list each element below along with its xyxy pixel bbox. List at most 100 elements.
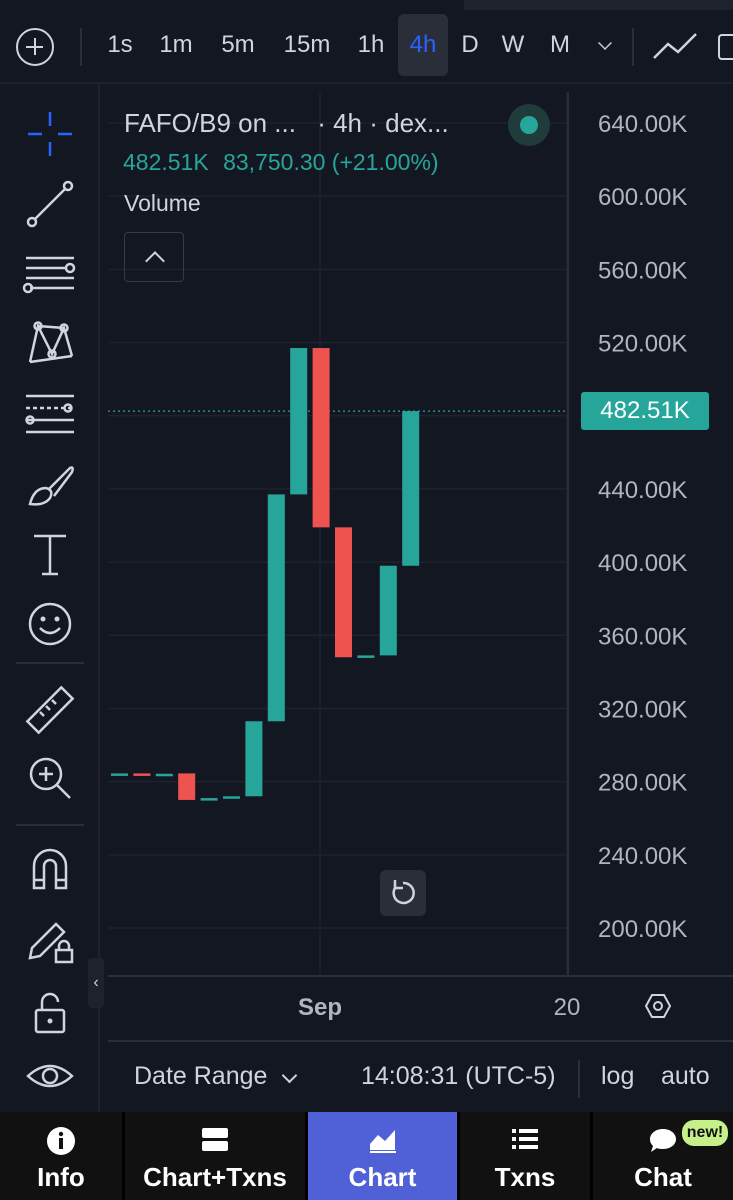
timeframe-4h[interactable]: 4h bbox=[398, 14, 448, 76]
chat-bubble-icon bbox=[650, 1129, 676, 1152]
legend-symbol: FAFO/B9 on ... · 4h · dex... bbox=[124, 108, 449, 139]
timeframe-w[interactable]: W bbox=[501, 31, 525, 58]
horizontal-lines-icon[interactable] bbox=[20, 244, 80, 304]
candle[interactable] bbox=[245, 721, 263, 797]
y-tick-label: 240.00K bbox=[598, 843, 687, 870]
date-range-chevron-down-icon[interactable] bbox=[281, 1067, 298, 1084]
nav-chart-txns[interactable]: Chart+Txns bbox=[125, 1112, 305, 1200]
toolbar-divider bbox=[80, 28, 82, 66]
magnet-icon[interactable] bbox=[20, 840, 80, 900]
legend-interval: · 4h · dex... bbox=[317, 108, 449, 138]
crosshair-icon[interactable] bbox=[20, 104, 80, 164]
timeframe-m[interactable]: M bbox=[550, 31, 570, 58]
log-scale-toggle[interactable]: log bbox=[601, 1062, 635, 1090]
status-divider bbox=[578, 1060, 580, 1098]
split-view-icon bbox=[202, 1128, 228, 1151]
timeframe-more-chevron-icon[interactable] bbox=[598, 36, 612, 50]
bottom-navigation: Info Chart+Txns Chart Txns Chat bbox=[0, 1112, 733, 1200]
candle[interactable] bbox=[200, 798, 218, 801]
nav-info[interactable]: Info bbox=[0, 1112, 122, 1200]
reset-icon bbox=[392, 880, 415, 905]
clock-time[interactable]: 14:08:31 (UTC-5) bbox=[361, 1062, 556, 1090]
y-tick-label: 200.00K bbox=[598, 916, 687, 943]
ruler-icon[interactable] bbox=[20, 680, 80, 740]
nav-chart-txns-label: Chart+Txns bbox=[143, 1162, 287, 1192]
timeframe-1h[interactable]: 1h bbox=[357, 31, 385, 58]
rail-divider bbox=[16, 662, 84, 664]
legend-symbol-name: FAFO/B9 on ... bbox=[124, 108, 296, 138]
y-tick-label: 280.00K bbox=[598, 770, 687, 797]
candlestick-chart: 640.00K 600.00K 560.00K 520.00K 440.00K 400.0… bbox=[108, 92, 733, 1021]
toolbar-divider bbox=[632, 28, 634, 66]
candle[interactable] bbox=[178, 773, 196, 800]
candle[interactable] bbox=[223, 796, 240, 799]
brush-icon[interactable] bbox=[20, 454, 80, 514]
legend-last-price: 482.51K bbox=[123, 149, 209, 175]
timeframe-toolbar: 1s 1m 5m 15m 1h 4h D W M bbox=[0, 0, 733, 84]
trend-line-icon[interactable] bbox=[20, 174, 80, 234]
reset-chart-button[interactable] bbox=[380, 870, 426, 916]
eye-icon[interactable] bbox=[20, 1046, 80, 1106]
y-tick-label: 400.00K bbox=[598, 550, 687, 577]
candle[interactable] bbox=[335, 527, 352, 658]
nav-chart[interactable]: Chart bbox=[308, 1112, 457, 1200]
nav-txns[interactable]: Txns bbox=[460, 1112, 590, 1200]
rail-divider bbox=[16, 824, 84, 826]
y-tick-label: 440.00K bbox=[598, 477, 687, 504]
pattern-icon[interactable] bbox=[20, 314, 80, 374]
legend-values: 482.51K 83,750.30 (+21.00%) bbox=[123, 149, 439, 176]
nav-chat-label: Chat bbox=[634, 1162, 692, 1192]
timeframe-1m[interactable]: 1m bbox=[159, 31, 193, 58]
candle[interactable] bbox=[267, 494, 285, 722]
timeframe-15m[interactable]: 15m bbox=[283, 31, 331, 58]
timeframe-d[interactable]: D bbox=[461, 31, 479, 58]
auto-scale-toggle[interactable]: auto bbox=[661, 1062, 710, 1090]
add-symbol-button[interactable] bbox=[16, 28, 54, 66]
y-tick-label: 360.00K bbox=[598, 623, 687, 650]
legend-change: 83,750.30 (+21.00%) bbox=[223, 149, 439, 175]
indicators-icon[interactable] bbox=[718, 34, 733, 60]
chart-type-line-icon[interactable] bbox=[650, 28, 700, 64]
x-tick-label: 20 bbox=[554, 994, 581, 1021]
settings-hexagon-icon[interactable] bbox=[644, 992, 672, 1020]
info-icon bbox=[47, 1127, 75, 1155]
market-status-dot-icon[interactable] bbox=[508, 104, 550, 146]
x-tick-label: Sep bbox=[298, 994, 342, 1021]
date-range-button[interactable]: Date Range bbox=[134, 1062, 268, 1090]
chart-area-icon bbox=[369, 1130, 396, 1153]
list-icon bbox=[512, 1129, 538, 1149]
text-tool-icon[interactable] bbox=[20, 524, 80, 584]
new-badge: new! bbox=[682, 1120, 728, 1146]
volume-indicator-label[interactable]: Volume bbox=[124, 190, 201, 216]
y-tick-label: 520.00K bbox=[598, 331, 687, 358]
lock-icon[interactable] bbox=[20, 982, 80, 1042]
zoom-in-icon[interactable] bbox=[20, 748, 80, 808]
lock-drawings-icon[interactable] bbox=[20, 910, 80, 970]
nav-chart-label: Chart bbox=[348, 1162, 417, 1192]
emoji-icon[interactable] bbox=[20, 594, 80, 654]
last-price-badge: 482.51K bbox=[581, 392, 709, 430]
candle[interactable] bbox=[357, 655, 375, 658]
toolbar-strip bbox=[464, 0, 733, 10]
timeframe-1s[interactable]: 1s bbox=[107, 31, 133, 58]
candle[interactable] bbox=[312, 348, 330, 528]
candle[interactable] bbox=[379, 565, 397, 656]
price-chart[interactable]: 640.00K 600.00K 560.00K 520.00K 440.00K 400.0… bbox=[108, 92, 733, 1112]
fib-retracement-icon[interactable] bbox=[20, 384, 80, 444]
candle[interactable] bbox=[111, 773, 128, 776]
collapse-rail-chevron-icon[interactable]: ‹ bbox=[88, 958, 104, 1008]
collapse-legend-button[interactable] bbox=[124, 232, 184, 282]
candle[interactable] bbox=[402, 411, 420, 566]
drawing-tools-rail bbox=[0, 84, 100, 1112]
y-tick-label: 600.00K bbox=[598, 184, 687, 211]
nav-txns-label: Txns bbox=[494, 1162, 556, 1192]
nav-info-label: Info bbox=[37, 1162, 85, 1192]
chart-status-bar: Date Range 14:08:31 (UTC-5) log auto bbox=[108, 1040, 733, 1112]
y-tick-label: 560.00K bbox=[598, 257, 687, 284]
y-tick-label: 640.00K bbox=[598, 111, 687, 138]
candle[interactable] bbox=[155, 773, 173, 777]
candle[interactable] bbox=[133, 773, 151, 776]
candle[interactable] bbox=[290, 348, 308, 495]
y-tick-label: 320.00K bbox=[598, 696, 687, 723]
timeframe-5m[interactable]: 5m bbox=[221, 31, 255, 58]
